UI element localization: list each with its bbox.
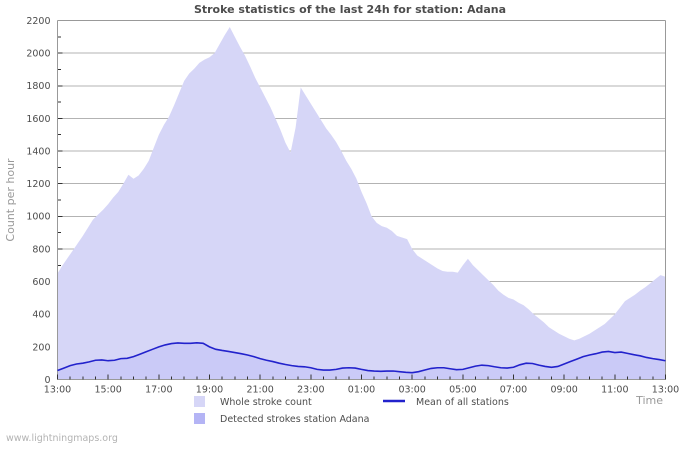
whole-stroke-count-area	[57, 27, 666, 380]
legend-label-mean-of-all-stations: Mean of all stations	[416, 397, 509, 408]
y-tick-label: 1600	[26, 114, 50, 125]
y-tick-label: 1800	[26, 81, 50, 92]
x-axis-title: Time	[635, 394, 663, 407]
x-tick-label: 17:00	[145, 385, 172, 396]
y-tick-label: 1400	[26, 146, 50, 157]
y-tick-label: 1200	[26, 179, 50, 190]
x-tick-label: 15:00	[94, 385, 121, 396]
y-tick-label: 200	[32, 342, 50, 353]
y-tick-label: 600	[32, 277, 50, 288]
x-tick-label: 19:00	[196, 385, 223, 396]
x-tick-label: 23:00	[297, 385, 324, 396]
y-tick-label: 800	[32, 244, 50, 255]
x-tick-label: 09:00	[550, 385, 577, 396]
x-axis-tick-labels: 13:00 15:00 17:00 19:00 21:00 23:00 01:00 03:00…	[44, 385, 679, 396]
y-tick-label: 400	[32, 310, 50, 321]
area-series-group	[57, 27, 666, 380]
legend-swatch-detected-strokes-station	[194, 413, 205, 424]
x-tick-label: 03:00	[398, 385, 425, 396]
y-tick-label: 1000	[26, 212, 50, 223]
detected-strokes-station-area	[57, 342, 666, 380]
chart-legend: Whole stroke count Detected strokes stat…	[194, 396, 509, 425]
x-tick-label: 13:00	[652, 385, 679, 396]
y-tick-label: 0	[44, 375, 50, 386]
x-tick-label: 21:00	[246, 385, 273, 396]
x-tick-label: 13:00	[44, 385, 71, 396]
mean-of-all-stations-line	[57, 341, 666, 374]
x-tick-label: 01:00	[348, 385, 375, 396]
x-tick-label: 05:00	[449, 385, 476, 396]
y-axis-tick-labels: 0 200 400 600 800 1000 1200 1400 1600 1800 2000 220…	[26, 16, 50, 386]
legend-label-detected-strokes-station: Detected strokes station Adana	[220, 414, 369, 425]
y-axis-title: Count per hour	[4, 158, 17, 242]
x-tick-label: 11:00	[601, 385, 628, 396]
y-tick-label: 2200	[26, 16, 50, 27]
x-axis-ticks	[57, 374, 666, 380]
y-tick-label: 2000	[26, 49, 50, 60]
legend-label-whole-stroke-count: Whole stroke count	[220, 397, 312, 408]
x-tick-label: 07:00	[500, 385, 527, 396]
legend-swatch-whole-stroke-count	[194, 396, 205, 407]
watermark: www.lightningmaps.org	[6, 433, 118, 444]
chart-title: Stroke statistics of the last 24h for st…	[194, 3, 506, 16]
